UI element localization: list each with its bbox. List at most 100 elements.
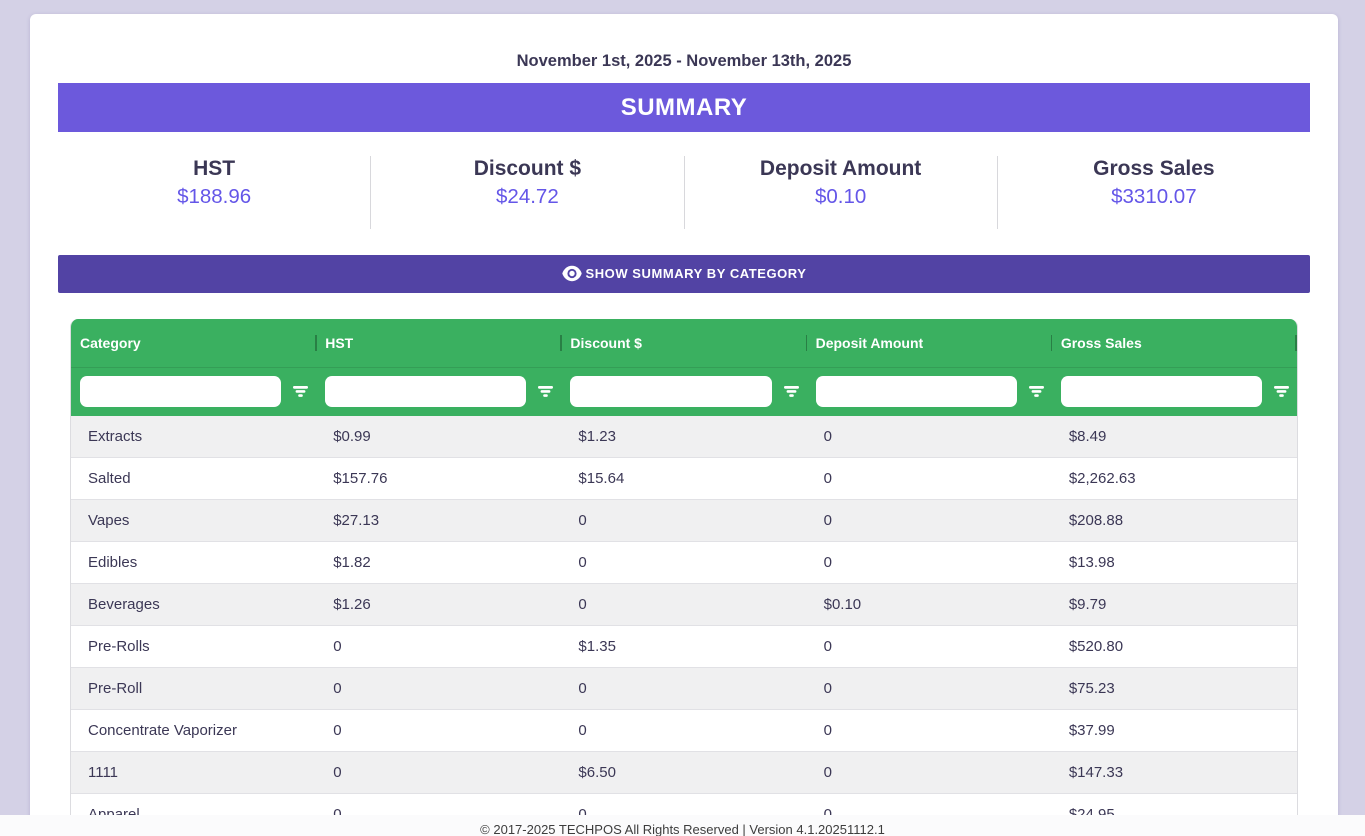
stat-label: Gross Sales xyxy=(1093,157,1215,180)
eye-icon xyxy=(561,266,582,282)
cell-hst: $27.13 xyxy=(333,511,380,529)
cell-discount: 0 xyxy=(578,721,587,739)
filter-cell-category xyxy=(71,376,316,407)
filter-icon xyxy=(1028,386,1044,397)
column-header-gross-sales[interactable]: Gross Sales xyxy=(1052,319,1297,367)
cell-hst: $1.82 xyxy=(333,553,371,571)
cell-discount: $1.35 xyxy=(578,637,616,655)
cell-deposit: 0 xyxy=(823,805,832,823)
cell-discount: $1.23 xyxy=(578,427,616,445)
table-row[interactable]: Extracts $0.99 $1.23 0 $8.49 xyxy=(71,415,1297,458)
cell-hst: 0 xyxy=(333,805,342,823)
cell-deposit: 0 xyxy=(823,511,832,529)
stat-discount: Discount $ $24.72 xyxy=(371,156,685,229)
cell-gross-sales: $8.49 xyxy=(1068,427,1107,445)
cell-gross-sales: $208.88 xyxy=(1068,511,1124,529)
cell-discount: $6.50 xyxy=(578,763,616,781)
column-header-category[interactable]: Category xyxy=(80,334,141,351)
cell-category: Edibles xyxy=(88,553,138,571)
footer-text: © 2017-2025 TECHPOS All Rights Reserved … xyxy=(480,821,885,836)
cell-hst: $157.76 xyxy=(333,469,388,487)
column-header-hst[interactable]: HST xyxy=(316,319,561,367)
table-row[interactable]: Salted $157.76 $15.64 0 $2,262.63 xyxy=(71,457,1297,500)
cell-hst: 0 xyxy=(333,679,342,697)
cell-deposit: 0 xyxy=(823,763,832,781)
stat-deposit: Deposit Amount $0.10 xyxy=(685,156,998,229)
table-row[interactable]: Pre-Rolls 0 $1.35 0 $520.80 xyxy=(71,625,1297,668)
summary-banner: SUMMARY xyxy=(58,83,1310,132)
filter-menu-button-discount[interactable] xyxy=(783,386,799,397)
table-body: Extracts $0.99 $1.23 0 $8.49 Salted $157… xyxy=(71,415,1297,836)
filter-menu-button-category[interactable] xyxy=(293,386,309,397)
filter-input-hst[interactable] xyxy=(325,376,527,407)
cell-deposit: 0 xyxy=(823,637,832,655)
stat-value: $24.72 xyxy=(496,185,559,208)
cell-deposit: 0 xyxy=(823,427,832,445)
filter-menu-button-gross-sales[interactable] xyxy=(1274,386,1290,397)
table-row[interactable]: Beverages $1.26 0 $0.10 $9.79 xyxy=(71,583,1297,626)
filter-icon xyxy=(293,386,309,397)
stat-label: Discount $ xyxy=(473,157,582,180)
report-card: November 1st, 2025 - November 13th, 2025… xyxy=(30,14,1338,836)
category-summary-table: Category HST Discount $ Deposit Amount G… xyxy=(70,318,1298,836)
filter-cell-deposit xyxy=(807,376,1052,407)
column-header-deposit[interactable]: Deposit Amount xyxy=(807,319,1052,367)
cell-gross-sales: $520.80 xyxy=(1068,637,1124,655)
table-filter-row xyxy=(71,367,1297,416)
cell-category: Concentrate Vaporizer xyxy=(88,721,237,739)
filter-icon xyxy=(538,386,554,397)
cell-gross-sales: $37.99 xyxy=(1068,721,1115,739)
filter-input-category[interactable] xyxy=(80,376,282,407)
cell-category: Vapes xyxy=(88,511,130,529)
cell-category: Pre-Roll xyxy=(88,679,143,697)
cell-discount: 0 xyxy=(578,511,587,529)
stat-hst: HST $188.96 xyxy=(58,156,372,229)
cell-discount: $15.64 xyxy=(578,469,625,487)
cell-hst: 0 xyxy=(333,763,342,781)
filter-menu-button-deposit[interactable] xyxy=(1028,386,1044,397)
report-date-range: November 1st, 2025 - November 13th, 2025 xyxy=(516,52,852,70)
cell-hst: 0 xyxy=(333,637,342,655)
cell-discount: 0 xyxy=(578,679,587,697)
cell-gross-sales: $9.79 xyxy=(1068,595,1107,613)
summary-title: SUMMARY xyxy=(620,93,748,121)
stat-value: $0.10 xyxy=(814,185,867,208)
table-row[interactable]: Concentrate Vaporizer 0 0 0 $37.99 xyxy=(71,709,1297,752)
stat-gross-sales: Gross Sales $3310.07 xyxy=(998,156,1310,229)
filter-icon xyxy=(783,386,799,397)
app-footer: © 2017-2025 TECHPOS All Rights Reserved … xyxy=(0,815,1365,836)
cell-discount: 0 xyxy=(578,805,587,823)
filter-icon xyxy=(1274,386,1290,397)
cell-gross-sales: $147.33 xyxy=(1068,763,1124,781)
cell-discount: 0 xyxy=(578,595,587,613)
summary-stats: HST $188.96 Discount $ $24.72 Deposit Am… xyxy=(58,156,1310,229)
cell-category: Beverages xyxy=(88,595,160,613)
cell-hst: 0 xyxy=(333,721,342,739)
filter-cell-discount xyxy=(561,376,806,407)
table-row[interactable]: 1111 0 $6.50 0 $147.33 xyxy=(71,751,1297,794)
filter-cell-hst xyxy=(316,376,561,407)
cell-discount: 0 xyxy=(578,553,587,571)
cell-deposit: $0.10 xyxy=(823,595,862,613)
table-row[interactable]: Vapes $27.13 0 0 $208.88 xyxy=(71,499,1297,542)
filter-cell-gross-sales xyxy=(1052,376,1297,407)
cell-category: Pre-Rolls xyxy=(88,637,150,655)
stat-value: $3310.07 xyxy=(1111,185,1197,208)
cell-gross-sales: $2,262.63 xyxy=(1068,469,1136,487)
cell-category: Salted xyxy=(88,469,131,487)
filter-menu-button-hst[interactable] xyxy=(538,386,554,397)
cell-deposit: 0 xyxy=(823,721,832,739)
table-row[interactable]: Pre-Roll 0 0 0 $75.23 xyxy=(71,667,1297,710)
cell-gross-sales: $13.98 xyxy=(1068,553,1115,571)
column-header-discount[interactable]: Discount $ xyxy=(561,319,806,367)
filter-input-deposit[interactable] xyxy=(815,376,1017,407)
table-header-row: Category HST Discount $ Deposit Amount G… xyxy=(71,318,1297,368)
cell-category: 1111 xyxy=(88,763,119,781)
cell-hst: $1.26 xyxy=(333,595,371,613)
filter-input-gross-sales[interactable] xyxy=(1060,376,1263,407)
filter-input-discount[interactable] xyxy=(570,376,772,407)
cell-deposit: 0 xyxy=(823,469,832,487)
cell-category: Extracts xyxy=(88,427,143,445)
table-row[interactable]: Edibles $1.82 0 0 $13.98 xyxy=(71,541,1297,584)
show-summary-by-category-button[interactable]: SHOW SUMMARY BY CATEGORY xyxy=(58,255,1310,293)
